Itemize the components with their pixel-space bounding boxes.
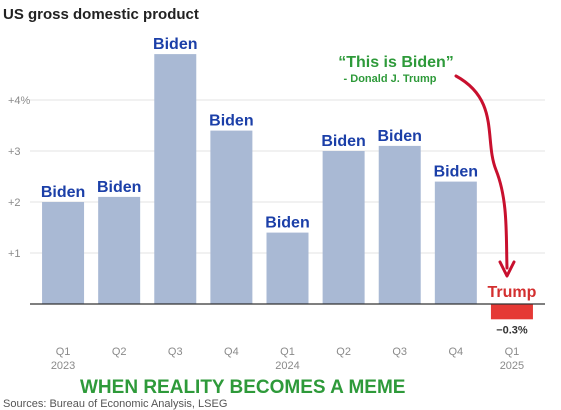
x-tick-label: Q4 — [448, 346, 463, 358]
bar-label: Trump — [487, 284, 536, 301]
x-tick-label: Q4 — [224, 346, 239, 358]
x-tick-year: 2025 — [500, 360, 524, 372]
x-tick-label: Q2 — [336, 346, 351, 358]
y-tick-label: +4% — [8, 95, 31, 107]
x-tick-label: Q1 — [505, 346, 520, 358]
bar-label: Biden — [97, 179, 141, 196]
bar-labels: Biden Biden Biden Biden Biden Biden Biden Biden… — [41, 36, 537, 336]
chart-title: US gross domestic product — [3, 6, 199, 23]
bar — [266, 232, 309, 304]
y-axis-ticks: +1 +2 +3 +4% — [8, 95, 31, 260]
bar-label: Biden — [321, 133, 365, 150]
arrow-annotation — [454, 74, 509, 270]
y-tick-label: +3 — [8, 146, 21, 158]
meme-caption: WHEN REALITY BECOMES A MEME — [80, 377, 405, 398]
bar-label: Biden — [265, 215, 309, 232]
bar — [98, 196, 141, 304]
bar — [322, 151, 365, 304]
bar — [434, 181, 477, 304]
bar-label: Biden — [153, 36, 197, 53]
x-tick-label: Q3 — [168, 346, 183, 358]
bar-label: Biden — [377, 128, 421, 145]
bar — [490, 304, 533, 320]
x-axis-ticks: Q1 2023 Q2 Q3 Q4 Q1 2024 Q2 Q3 Q4 Q1 2025 — [51, 346, 524, 372]
bar — [42, 202, 85, 304]
bars — [42, 54, 533, 320]
bar-label: Biden — [41, 184, 85, 201]
quote-annotation: “This is Biden” — [338, 54, 454, 71]
x-tick-label: Q1 — [56, 346, 71, 358]
bar-label: Biden — [209, 113, 253, 130]
bar — [378, 145, 421, 304]
bar — [210, 130, 253, 304]
arrow-head — [498, 260, 516, 278]
source-note: Sources: Bureau of Economic Analysis, LS… — [3, 398, 227, 410]
data-label: −0.3% — [496, 324, 528, 336]
bar-label: Biden — [434, 164, 478, 181]
x-tick-label: Q3 — [392, 346, 407, 358]
quote-attribution: - Donald J. Trump — [344, 73, 437, 85]
y-tick-label: +2 — [8, 197, 21, 209]
x-tick-year: 2024 — [275, 360, 299, 372]
x-tick-year: 2023 — [51, 360, 75, 372]
x-tick-label: Q1 — [280, 346, 295, 358]
x-tick-label: Q2 — [112, 346, 127, 358]
y-tick-label: +1 — [8, 248, 21, 260]
bar — [154, 54, 197, 304]
